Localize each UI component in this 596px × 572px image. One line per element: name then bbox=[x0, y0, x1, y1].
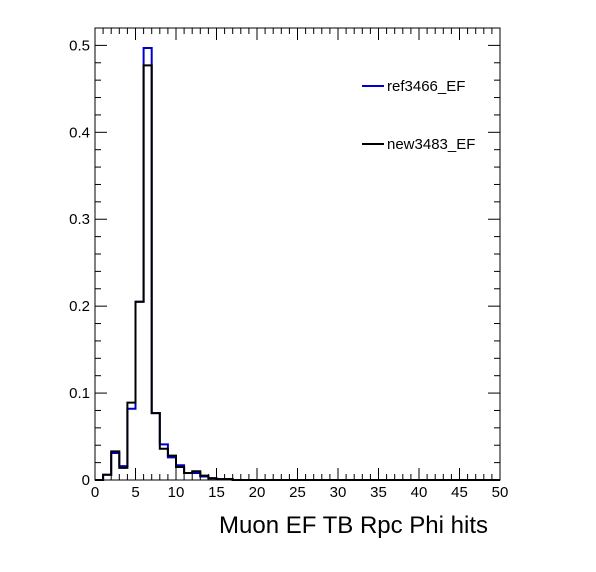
y-tick-label: 0.5 bbox=[69, 37, 90, 54]
x-tick-label: 50 bbox=[492, 484, 509, 501]
y-tick-label: 0.2 bbox=[69, 298, 90, 315]
y-tick-label: 0.4 bbox=[69, 124, 90, 141]
x-tick-label: 5 bbox=[131, 484, 139, 501]
legend-box bbox=[355, 62, 483, 172]
x-tick-label: 0 bbox=[91, 484, 99, 501]
axes-layer: 0 5 10 15 20 25 30 35 40 45 50 0 0.1 0.2 0.3 0.4 0.5 bbox=[69, 27, 509, 501]
x-tick-label: 35 bbox=[370, 484, 387, 501]
y-tick-label: 0.3 bbox=[69, 211, 90, 228]
x-tick-label: 25 bbox=[289, 484, 306, 501]
x-tick-label: 20 bbox=[249, 484, 266, 501]
x-tick-label: 40 bbox=[411, 484, 428, 501]
y-tick-label: 0 bbox=[82, 472, 90, 489]
legend: ref3466_EF new3483_EF bbox=[355, 62, 483, 172]
x-tick-label: 30 bbox=[330, 484, 347, 501]
x-tick-label: 15 bbox=[208, 484, 225, 501]
legend-label-ref3466_EF: ref3466_EF bbox=[387, 78, 465, 95]
x-tick-label: 10 bbox=[168, 484, 185, 501]
legend-label-new3483_EF: new3483_EF bbox=[387, 136, 475, 153]
x-axis-title: Muon EF TB Rpc Phi hits bbox=[219, 512, 488, 539]
y-tick-label: 0.1 bbox=[69, 385, 90, 402]
x-tick-label: 45 bbox=[451, 484, 468, 501]
